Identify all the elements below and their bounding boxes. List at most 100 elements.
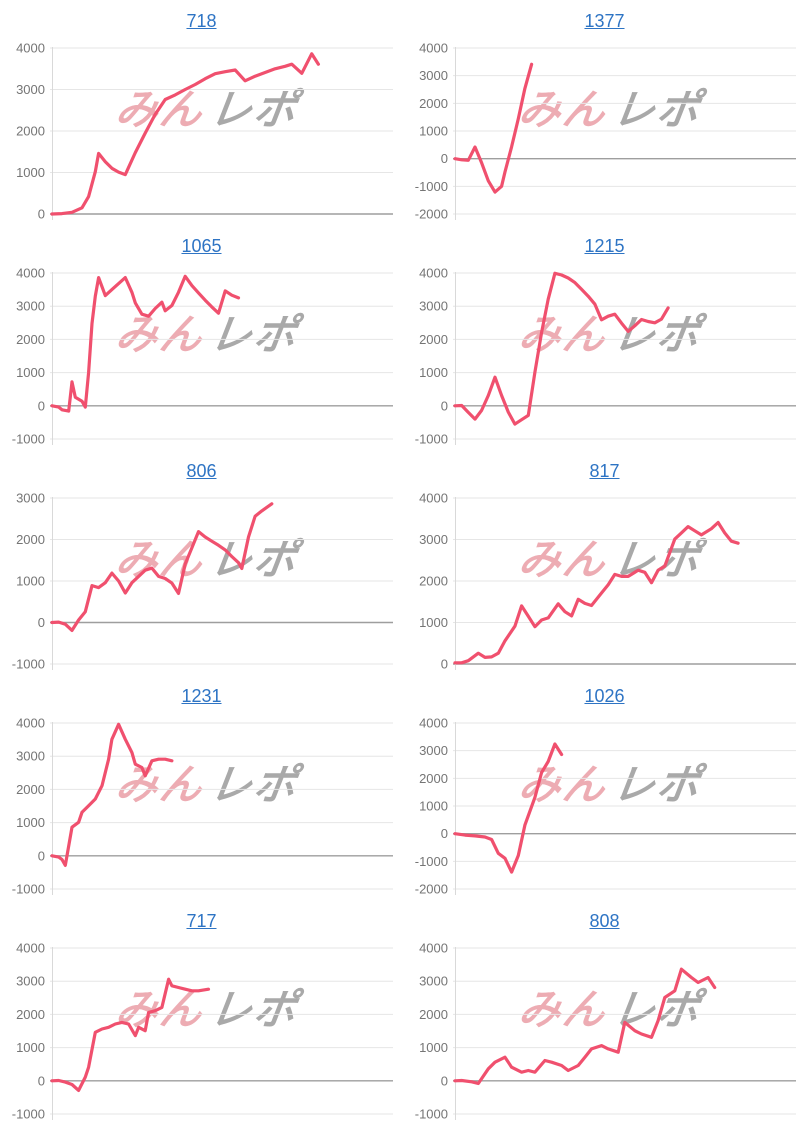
chart-title-link[interactable]: 1231 bbox=[181, 686, 222, 706]
y-axis-tick-label: 3000 bbox=[419, 68, 448, 83]
y-axis-tick-label: -1000 bbox=[415, 854, 448, 869]
y-axis-tick-label: 0 bbox=[441, 151, 448, 166]
y-axis-tick-label: 0 bbox=[441, 657, 448, 672]
y-axis-tick-label: 2000 bbox=[419, 574, 448, 589]
y-axis-tick-label: -1000 bbox=[12, 882, 45, 897]
y-axis-tick-label: 4000 bbox=[419, 266, 448, 281]
y-axis-tick-label: -1000 bbox=[12, 657, 45, 672]
y-axis-tick-label: 1000 bbox=[419, 124, 448, 139]
y-axis-tick-label: -2000 bbox=[415, 882, 448, 897]
y-axis-tick-label: -1000 bbox=[415, 432, 448, 447]
y-axis-tick-label: 3000 bbox=[16, 299, 45, 314]
chart-cell: みんレポ 4000 3000 2000 1000 0 -1000 717 bbox=[0, 905, 403, 1130]
chart-title: 718 bbox=[0, 11, 403, 32]
chart-title-link[interactable]: 808 bbox=[589, 911, 620, 931]
y-axis-tick-label: 1000 bbox=[419, 615, 448, 630]
y-axis-tick-label: -1000 bbox=[12, 432, 45, 447]
chart-plot: 4000 3000 2000 1000 0 bbox=[16, 41, 393, 222]
y-axis-tick-label: 0 bbox=[441, 398, 448, 413]
y-axis-tick-label: 4000 bbox=[419, 941, 448, 956]
chart-title-link[interactable]: 817 bbox=[589, 461, 620, 481]
y-axis-tick-label: 0 bbox=[441, 826, 448, 841]
series-line bbox=[50, 52, 320, 216]
chart-title: 717 bbox=[0, 911, 403, 932]
y-axis-tick-label: 0 bbox=[441, 1073, 448, 1088]
series-line bbox=[453, 967, 717, 1086]
chart-plot: 4000 3000 2000 1000 0 -1000 bbox=[12, 266, 393, 447]
y-axis-tick-label: 3000 bbox=[419, 532, 448, 547]
chart-plot: 4000 3000 2000 1000 0 -1000 bbox=[415, 266, 796, 447]
y-axis-tick-label: 4000 bbox=[419, 491, 448, 506]
chart-title: 806 bbox=[0, 461, 403, 482]
y-axis-tick-label: 1000 bbox=[419, 799, 448, 814]
chart-title-link[interactable]: 1377 bbox=[584, 11, 625, 31]
chart-title-link[interactable]: 806 bbox=[186, 461, 217, 481]
y-axis-tick-label: 0 bbox=[38, 207, 45, 222]
y-axis-tick-label: 2000 bbox=[16, 782, 45, 797]
chart-title: 1377 bbox=[403, 11, 806, 32]
y-axis-tick-label: 4000 bbox=[419, 716, 448, 731]
y-axis-tick-label: 1000 bbox=[16, 574, 45, 589]
y-axis-tick-label: 4000 bbox=[419, 41, 448, 56]
y-axis-tick-label: 2000 bbox=[419, 96, 448, 111]
chart-plot: 4000 3000 2000 1000 0 -1000 bbox=[12, 716, 393, 897]
chart-cell: みんレポ 4000 3000 2000 1000 0 -1000 1215 bbox=[403, 230, 806, 455]
chart-title: 1231 bbox=[0, 686, 403, 707]
y-axis-tick-label: 0 bbox=[38, 1073, 45, 1088]
y-axis-tick-label: 3000 bbox=[16, 974, 45, 989]
series-line bbox=[50, 722, 174, 867]
y-axis-tick-label: 1000 bbox=[16, 365, 45, 380]
y-axis-tick-label: 2000 bbox=[16, 332, 45, 347]
y-axis-tick-label: -1000 bbox=[12, 1107, 45, 1122]
y-axis-tick-label: 2000 bbox=[16, 1007, 45, 1022]
y-axis-tick-label: 3000 bbox=[419, 299, 448, 314]
chart-title-link[interactable]: 1215 bbox=[584, 236, 625, 256]
y-axis-tick-label: 0 bbox=[38, 615, 45, 630]
series-line bbox=[50, 274, 241, 413]
chart-cell: みんレポ 4000 3000 2000 1000 0 -1000 -2000 1377 bbox=[403, 5, 806, 230]
y-axis-tick-label: 2000 bbox=[16, 532, 45, 547]
series-line bbox=[50, 502, 274, 632]
chart-title: 808 bbox=[403, 911, 806, 932]
series-line bbox=[453, 271, 670, 426]
chart-plot: 4000 3000 2000 1000 0 -1000 -2000 bbox=[415, 716, 796, 897]
chart-cell: みんレポ 4000 3000 2000 1000 0 817 bbox=[403, 455, 806, 680]
y-axis-tick-label: -2000 bbox=[415, 207, 448, 222]
y-axis-tick-label: 3000 bbox=[16, 82, 45, 97]
chart-title: 1215 bbox=[403, 236, 806, 257]
y-axis-tick-label: 4000 bbox=[16, 266, 45, 281]
chart-cell: みんレポ 4000 3000 2000 1000 0 718 bbox=[0, 5, 403, 230]
chart-title-link[interactable]: 1026 bbox=[584, 686, 625, 706]
y-axis-tick-label: 4000 bbox=[16, 41, 45, 56]
y-axis-tick-label: 1000 bbox=[16, 815, 45, 830]
chart-cell: みんレポ 3000 2000 1000 0 -1000 806 bbox=[0, 455, 403, 680]
y-axis-tick-label: 0 bbox=[38, 848, 45, 863]
y-axis-tick-label: 1000 bbox=[419, 365, 448, 380]
y-axis-tick-label: 3000 bbox=[419, 974, 448, 989]
y-axis-tick-label: 0 bbox=[38, 398, 45, 413]
chart-plot: 4000 3000 2000 1000 0 -1000 bbox=[415, 941, 796, 1122]
chart-plot: 4000 3000 2000 1000 0 -1000 -2000 bbox=[415, 41, 796, 222]
chart-title-link[interactable]: 718 bbox=[186, 11, 217, 31]
chart-title-link[interactable]: 1065 bbox=[181, 236, 222, 256]
y-axis-tick-label: 4000 bbox=[16, 941, 45, 956]
y-axis-tick-label: 4000 bbox=[16, 716, 45, 731]
series-line bbox=[50, 977, 211, 1092]
y-axis-tick-label: 1000 bbox=[16, 1040, 45, 1055]
y-axis-tick-label: 3000 bbox=[16, 749, 45, 764]
chart-cell: みんレポ 4000 3000 2000 1000 0 -1000 1065 bbox=[0, 230, 403, 455]
y-axis-tick-label: -1000 bbox=[415, 179, 448, 194]
y-axis-tick-label: 3000 bbox=[16, 491, 45, 506]
chart-cell: みんレポ 4000 3000 2000 1000 0 -1000 -2000 1026 bbox=[403, 680, 806, 905]
y-axis-tick-label: 1000 bbox=[16, 165, 45, 180]
y-axis-tick-label: 1000 bbox=[419, 1040, 448, 1055]
y-axis-tick-label: 2000 bbox=[419, 1007, 448, 1022]
chart-cell: みんレポ 4000 3000 2000 1000 0 -1000 808 bbox=[403, 905, 806, 1130]
y-axis-tick-label: 2000 bbox=[419, 332, 448, 347]
chart-title: 1026 bbox=[403, 686, 806, 707]
chart-title-link[interactable]: 717 bbox=[186, 911, 217, 931]
y-axis-tick-label: 2000 bbox=[419, 771, 448, 786]
chart-title: 817 bbox=[403, 461, 806, 482]
chart-plot: 4000 3000 2000 1000 0 bbox=[419, 491, 796, 672]
